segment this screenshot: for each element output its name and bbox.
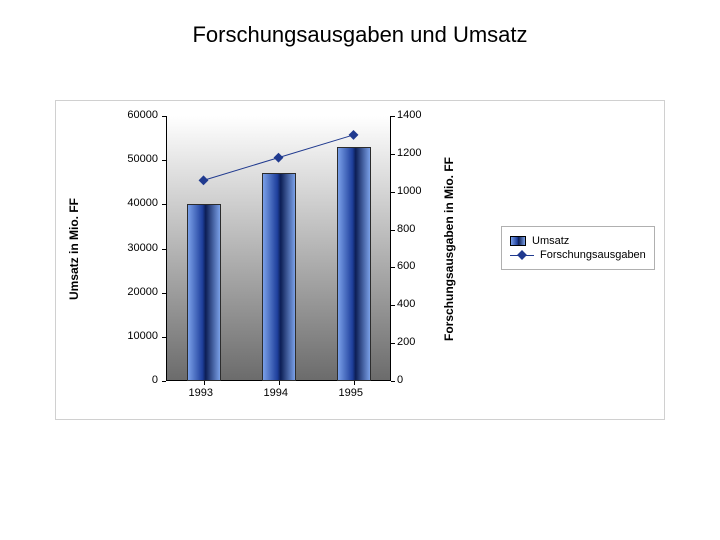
y-left-tick-label: 10000 <box>127 330 158 342</box>
legend-swatch-line <box>510 249 534 261</box>
bar <box>337 147 371 381</box>
y-left-tick <box>162 249 166 250</box>
y-left-tick-label: 50000 <box>127 153 158 165</box>
y-left-axis-line <box>166 116 167 381</box>
y-left-tick <box>162 293 166 294</box>
y-left-tick <box>162 160 166 161</box>
legend-label: Umsatz <box>532 235 569 247</box>
plot-area <box>166 116 391 381</box>
y-right-tick <box>391 192 395 193</box>
y-left-axis-title: Umsatz in Mio. FF <box>67 198 81 300</box>
y-left-tick <box>162 116 166 117</box>
y-left-tick-label: 0 <box>152 374 158 386</box>
chart-frame: Umsatz in Mio. FF Forschungsausgaben in … <box>55 100 665 420</box>
y-right-tick-label: 800 <box>397 223 415 235</box>
legend-item: Forschungsausgaben <box>510 249 646 261</box>
x-tick <box>354 381 355 385</box>
y-left-tick-label: 30000 <box>127 242 158 254</box>
y-left-tick <box>162 337 166 338</box>
y-right-tick-label: 1000 <box>397 185 421 197</box>
bar <box>262 173 296 381</box>
y-right-tick-label: 400 <box>397 298 415 310</box>
bar <box>187 204 221 381</box>
y-left-tick-label: 60000 <box>127 109 158 121</box>
y-right-tick-label: 1200 <box>397 147 421 159</box>
y-right-tick <box>391 381 395 382</box>
legend-label: Forschungsausgaben <box>540 249 646 261</box>
x-tick <box>279 381 280 385</box>
y-right-axis-title: Forschungsausgaben in Mio. FF <box>442 156 456 340</box>
legend: Umsatz Forschungsausgaben <box>501 226 655 270</box>
y-right-tick-label: 1400 <box>397 109 421 121</box>
page-title: Forschungsausgaben und Umsatz <box>0 22 720 48</box>
x-tick-label: 1995 <box>339 387 363 399</box>
legend-item: Umsatz <box>510 235 646 247</box>
legend-swatch-bar <box>510 236 526 246</box>
x-tick-label: 1994 <box>264 387 288 399</box>
y-right-tick <box>391 305 395 306</box>
y-right-tick-label: 200 <box>397 336 415 348</box>
y-left-tick-label: 20000 <box>127 286 158 298</box>
y-right-tick-label: 600 <box>397 260 415 272</box>
y-right-tick-label: 0 <box>397 374 403 386</box>
y-right-tick <box>391 154 395 155</box>
y-left-tick <box>162 381 166 382</box>
y-right-tick <box>391 230 395 231</box>
y-right-tick <box>391 116 395 117</box>
y-left-tick <box>162 204 166 205</box>
y-right-tick <box>391 267 395 268</box>
x-tick <box>204 381 205 385</box>
y-right-axis-line <box>390 116 391 381</box>
x-tick-label: 1993 <box>189 387 213 399</box>
y-right-tick <box>391 343 395 344</box>
y-left-tick-label: 40000 <box>127 197 158 209</box>
